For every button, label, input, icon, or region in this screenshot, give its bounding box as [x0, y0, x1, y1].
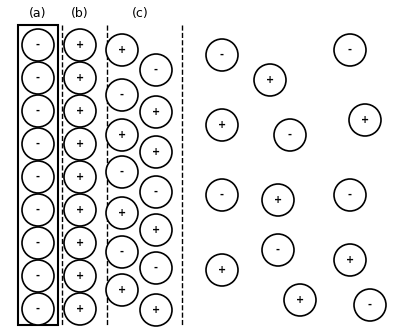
Circle shape [64, 29, 96, 61]
Circle shape [262, 184, 294, 216]
Text: -: - [36, 304, 40, 314]
Circle shape [22, 95, 54, 127]
Text: +: + [296, 295, 304, 305]
Text: +: + [118, 208, 126, 218]
Circle shape [140, 294, 172, 326]
Text: -: - [36, 205, 40, 215]
Circle shape [106, 236, 138, 268]
Circle shape [106, 34, 138, 66]
Circle shape [64, 95, 96, 127]
Text: +: + [266, 75, 274, 85]
Circle shape [284, 284, 316, 316]
Text: +: + [152, 225, 160, 235]
Circle shape [254, 64, 286, 96]
Circle shape [206, 39, 238, 71]
Text: (c): (c) [132, 8, 149, 21]
Circle shape [349, 104, 381, 136]
Circle shape [274, 119, 306, 151]
Text: -: - [120, 167, 124, 177]
Text: +: + [361, 115, 369, 125]
Circle shape [22, 161, 54, 193]
Circle shape [354, 289, 386, 321]
Text: -: - [120, 90, 124, 100]
Text: +: + [152, 147, 160, 157]
Text: -: - [36, 40, 40, 50]
Text: -: - [348, 45, 352, 55]
Circle shape [22, 194, 54, 226]
Circle shape [22, 227, 54, 259]
Circle shape [22, 29, 54, 61]
Circle shape [140, 54, 172, 86]
Text: +: + [118, 285, 126, 295]
Circle shape [22, 260, 54, 292]
Text: -: - [368, 300, 372, 310]
Text: -: - [36, 238, 40, 248]
Text: -: - [154, 65, 158, 75]
Text: -: - [276, 245, 280, 255]
Text: +: + [118, 45, 126, 55]
Circle shape [106, 197, 138, 229]
Circle shape [140, 136, 172, 168]
Text: +: + [152, 305, 160, 315]
Text: +: + [118, 130, 126, 140]
Circle shape [64, 62, 96, 94]
Text: -: - [288, 130, 292, 140]
Circle shape [334, 179, 366, 211]
Text: -: - [154, 187, 158, 197]
Text: +: + [274, 195, 282, 205]
Circle shape [140, 252, 172, 284]
Text: +: + [76, 73, 84, 83]
Circle shape [206, 109, 238, 141]
Circle shape [64, 227, 96, 259]
Bar [18, 25, 58, 325]
Text: +: + [152, 107, 160, 117]
Circle shape [64, 194, 96, 226]
Circle shape [22, 293, 54, 325]
Text: +: + [218, 265, 226, 275]
Circle shape [106, 274, 138, 306]
Circle shape [334, 34, 366, 66]
Circle shape [140, 176, 172, 208]
Text: +: + [76, 271, 84, 281]
Text: -: - [220, 190, 224, 200]
Circle shape [206, 179, 238, 211]
Text: +: + [76, 238, 84, 248]
Text: +: + [346, 255, 354, 265]
Text: (a): (a) [29, 8, 47, 21]
Text: +: + [218, 120, 226, 130]
Text: -: - [36, 73, 40, 83]
Circle shape [262, 234, 294, 266]
Circle shape [106, 79, 138, 111]
Circle shape [140, 214, 172, 246]
Text: -: - [36, 139, 40, 149]
Circle shape [64, 293, 96, 325]
Circle shape [64, 161, 96, 193]
Text: -: - [348, 190, 352, 200]
Text: +: + [76, 139, 84, 149]
Circle shape [334, 244, 366, 276]
Circle shape [206, 254, 238, 286]
Text: -: - [36, 106, 40, 116]
Circle shape [22, 128, 54, 160]
Text: -: - [36, 172, 40, 182]
Circle shape [22, 62, 54, 94]
Text: -: - [154, 263, 158, 273]
Text: -: - [36, 271, 40, 281]
Text: -: - [120, 247, 124, 257]
Circle shape [106, 156, 138, 188]
Circle shape [106, 119, 138, 151]
Circle shape [64, 260, 96, 292]
Circle shape [64, 128, 96, 160]
Text: +: + [76, 40, 84, 50]
Text: (b): (b) [71, 8, 89, 21]
Text: +: + [76, 172, 84, 182]
Circle shape [140, 96, 172, 128]
Text: -: - [220, 50, 224, 60]
Text: +: + [76, 106, 84, 116]
Text: +: + [76, 205, 84, 215]
Text: +: + [76, 304, 84, 314]
